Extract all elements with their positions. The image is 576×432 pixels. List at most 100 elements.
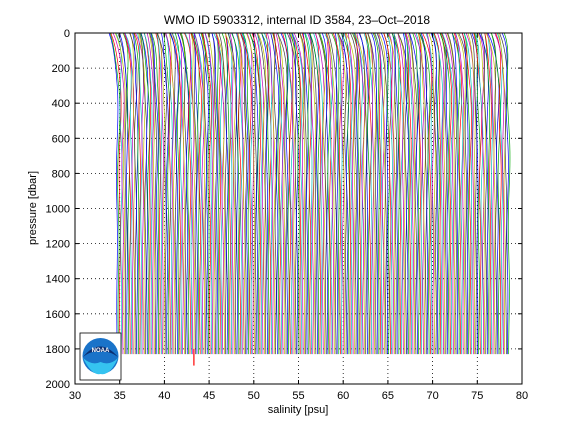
profile-line: [477, 32, 486, 355]
profile-line: [420, 32, 429, 355]
profile-line: [462, 32, 472, 355]
profile-line: [304, 32, 313, 355]
profile-line: [270, 32, 280, 355]
profile-line: [335, 32, 339, 355]
profile-line: [402, 32, 409, 355]
y-tick-label: 800: [52, 168, 70, 180]
profile-line: [254, 32, 265, 355]
y-tick-label: 2000: [46, 379, 70, 391]
profile-line: [391, 32, 400, 355]
profile-line: [430, 32, 439, 355]
profile-line: [275, 32, 285, 355]
profile-line: [144, 32, 152, 355]
profile-line: [455, 32, 464, 355]
x-tick-label: 35: [114, 390, 126, 402]
x-tick-label: 65: [382, 390, 394, 402]
profile-line: [461, 32, 469, 355]
profile-line: [356, 32, 365, 355]
profile-line: [155, 32, 161, 355]
profile-line: [374, 32, 383, 355]
profile-line: [177, 32, 189, 355]
profile-line: [397, 32, 406, 355]
profile-line: [388, 32, 395, 355]
profile-line: [393, 32, 398, 355]
profile-line: [267, 32, 275, 355]
profile-line: [446, 32, 456, 355]
profile-line: [240, 32, 252, 355]
profile-line: [378, 32, 385, 355]
profile-line: [340, 32, 350, 355]
logo-text: NOAA: [92, 348, 110, 354]
logo-wave: [83, 358, 118, 375]
profile-line: [280, 32, 289, 355]
profile-line: [284, 32, 290, 355]
profile-line: [221, 32, 230, 355]
profile-line: [140, 32, 151, 355]
profile-line: [326, 32, 335, 355]
profile-line: [441, 32, 452, 355]
profile-line: [376, 32, 388, 355]
profile-line: [252, 32, 259, 355]
profile-line: [367, 32, 376, 355]
profile-line: [143, 32, 153, 355]
logo-seagull: [83, 346, 118, 357]
profile-line: [417, 32, 422, 355]
profile-line: [453, 32, 463, 355]
profile-line: [114, 32, 126, 355]
profile-line: [215, 32, 220, 355]
profile-line: [119, 32, 129, 355]
profile-line: [337, 32, 348, 355]
profile-line: [359, 32, 367, 355]
profile-line: [284, 32, 294, 355]
profile-line: [372, 32, 380, 355]
profile-line: [290, 32, 296, 355]
profile-line: [397, 32, 408, 355]
profile-line: [133, 32, 141, 355]
profile-line: [374, 32, 382, 355]
profile-line: [146, 32, 155, 355]
y-tick-label: 1200: [46, 239, 70, 251]
x-tick-label: 80: [516, 390, 528, 402]
profile-line: [151, 32, 160, 355]
profile-line: [137, 32, 143, 355]
profile-line: [108, 32, 119, 355]
profile-line: [441, 32, 449, 355]
profile-line: [163, 32, 171, 355]
profile-line: [419, 32, 431, 355]
profile-line: [332, 32, 342, 355]
profile-line: [343, 32, 354, 355]
profile-line: [207, 32, 216, 355]
profile-line: [487, 32, 493, 355]
x-tick-label: 45: [203, 390, 215, 402]
profile-line: [231, 32, 239, 355]
profile-line: [235, 32, 243, 355]
profile-line: [441, 32, 454, 355]
profile-line: [479, 32, 489, 355]
profile-line: [337, 32, 347, 355]
profile-line: [201, 32, 206, 355]
profile-line: [129, 32, 138, 355]
y-tick-label: 0: [64, 28, 70, 40]
profile-line: [225, 32, 232, 355]
x-tick-label: 50: [248, 390, 260, 402]
profile-line: [309, 32, 319, 355]
profile-line: [225, 32, 229, 355]
profile-line: [302, 32, 309, 355]
profile-line: [321, 32, 329, 355]
profile-line: [318, 32, 328, 355]
profile-line: [272, 32, 282, 355]
profile-line: [122, 32, 130, 355]
profile-line: [350, 32, 358, 355]
profile-line: [407, 32, 416, 355]
y-tick-label: 400: [52, 98, 70, 110]
profile-line: [109, 32, 121, 355]
profile-line: [484, 32, 492, 355]
profile-line: [198, 32, 209, 355]
profile-line: [386, 32, 393, 355]
profile-line: [465, 32, 475, 355]
profile-line: [337, 32, 343, 355]
profile-line: [412, 32, 420, 355]
profile-line: [326, 32, 336, 355]
y-tick-label: 600: [52, 133, 70, 145]
profile-line: [354, 32, 367, 355]
